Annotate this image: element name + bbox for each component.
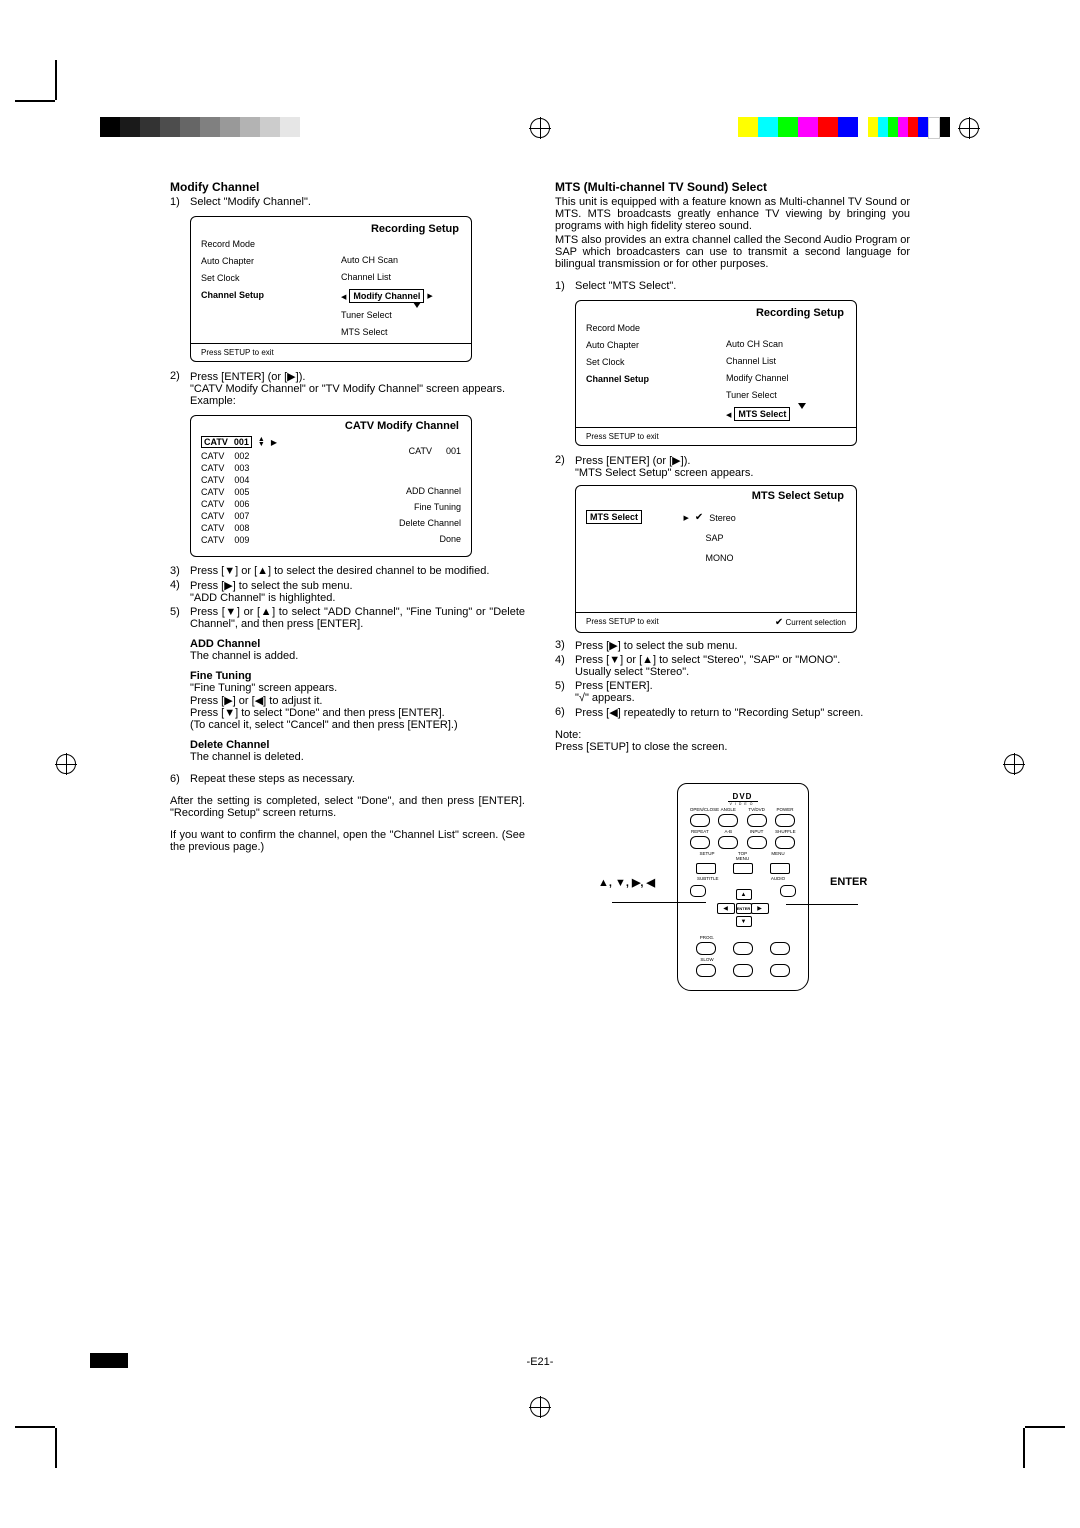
menu-title: Recording Setup (586, 307, 844, 319)
right-column: MTS (Multi-channel TV Sound) Select This… (555, 180, 910, 991)
menu-item: Auto CH Scan (341, 255, 461, 265)
left-column: Modify Channel 1)Select "Modify Channel"… (170, 180, 525, 991)
menu-item: Channel List (726, 356, 846, 366)
menu-footer: Press SETUP to exit ✔ Current selection (576, 612, 856, 632)
menu-item: Auto CH Scan (726, 339, 846, 349)
catv-row: CATV005 (201, 486, 318, 498)
step-text: Press [▼] or [▲] to select "ADD Channel"… (190, 606, 525, 630)
registration-mark (529, 117, 551, 139)
body-text: The channel is deleted. (190, 751, 525, 763)
body-text: MTS also provides an extra channel calle… (555, 234, 910, 270)
catv-row: CATV004 (201, 474, 318, 486)
registration-mark (529, 1396, 551, 1418)
body-text: Press [▶] or [◀] to adjust it. (190, 694, 525, 707)
step-text: "MTS Select Setup" screen appears. (575, 467, 753, 479)
page-number: -E21- (527, 1356, 554, 1368)
step-text: Repeat these steps as necessary. (190, 773, 355, 785)
menu-item: Fine Tuning (318, 502, 461, 512)
menu-title: MTS Select Setup (586, 490, 844, 502)
remote-control-icon: DVD VIDEO OPEN/CLOSEANGLETV/DVDPOWER REP… (677, 783, 809, 991)
note-heading: Note: (555, 729, 910, 741)
body-text: The channel is added. (190, 650, 525, 662)
catv-modify-channel-menu: CATV Modify Channel CATV001 ▲▼▶ CATV002 … (190, 415, 472, 557)
body-text: Press [▼] to select "Done" and then pres… (190, 707, 525, 719)
note-text: Press [SETUP] to close the screen. (555, 741, 910, 753)
heading-modify-channel: Modify Channel (170, 180, 525, 194)
menu-item-selected: MTS Select (586, 510, 642, 524)
sub-heading: ADD Channel (190, 638, 525, 650)
menu-option: MONO (706, 553, 847, 563)
menu-item: Channel List (341, 272, 461, 282)
recording-setup-menu: Recording Setup Record Mode Auto Chapter… (575, 300, 857, 446)
step-text: Press [◀] repeatedly to return to "Recor… (575, 706, 863, 719)
body-text: (To cancel it, select "Cancel" and then … (190, 719, 525, 731)
menu-footer: Press SETUP to exit (576, 427, 856, 445)
menu-item: Delete Channel (318, 518, 461, 528)
sub-heading: Fine Tuning (190, 670, 525, 682)
catv-row: CATV007 (201, 510, 318, 522)
step-text: Press [▼] or [▲] to select "Stereo", "SA… (575, 654, 840, 666)
grayscale-calibration-bar (100, 117, 300, 137)
menu-title: CATV Modify Channel (201, 420, 459, 432)
menu-item: MTS Select (341, 327, 461, 337)
step-text: Select "MTS Select". (575, 280, 676, 292)
step-text: Usually select "Stereo". (575, 666, 840, 678)
step-text: "CATV Modify Channel" or "TV Modify Chan… (190, 383, 505, 395)
remote-diagram: ▲, ▼, ▶, ◀ DVD VIDEO OPEN/CLOSEANGLETV/D… (555, 773, 910, 991)
menu-title: Recording Setup (201, 223, 459, 235)
step-text: "ADD Channel" is highlighted. (190, 592, 353, 604)
menu-item: Set Clock (586, 357, 706, 367)
step-text: "√" appears. (575, 692, 653, 704)
enter-key-label: ENTER (830, 876, 910, 888)
step-text: Press [ENTER]. (575, 680, 653, 692)
color-calibration-bar (738, 117, 950, 137)
menu-option: ▶✔Stereo (684, 512, 847, 523)
menu-item: Tuner Select (726, 390, 846, 400)
sub-heading: Delete Channel (190, 739, 525, 751)
catv-row: CATV006 (201, 498, 318, 510)
registration-mark (1003, 753, 1025, 775)
registration-mark (958, 117, 980, 139)
catv-row: CATV002 (201, 450, 318, 462)
menu-item: Tuner Select (341, 310, 461, 320)
menu-item: Done (318, 534, 461, 544)
mts-select-setup-menu: MTS Select Setup MTS Select ▶✔Stereo SAP… (575, 485, 857, 633)
menu-item: Record Mode (586, 323, 706, 333)
step-text: Example: (190, 395, 505, 407)
catv-row: CATV003 (201, 462, 318, 474)
menu-option: SAP (706, 533, 847, 543)
body-text: After the setting is completed, select "… (170, 795, 525, 819)
step-text: Press [ENTER] (or [▶]). (190, 370, 505, 383)
step-text: Press [▶] to select the sub menu. (575, 639, 738, 652)
menu-item: Modify Channel (726, 373, 846, 383)
menu-item-highlighted: Modify Channel▶ (341, 289, 461, 303)
registration-mark (55, 753, 77, 775)
body-text: If you want to confirm the channel, open… (170, 829, 525, 853)
heading-mts-select: MTS (Multi-channel TV Sound) Select (555, 180, 910, 194)
page-marker (90, 1353, 128, 1368)
menu-item: Set Clock (201, 273, 321, 283)
menu-item: ADD Channel (318, 486, 461, 496)
menu-item: Auto Chapter (586, 340, 706, 350)
recording-setup-menu: Recording Setup Record Mode Auto Chapter… (190, 216, 472, 362)
menu-item-highlighted: MTS Select (726, 407, 846, 421)
menu-footer: Press SETUP to exit (191, 343, 471, 361)
arrow-keys-label: ▲, ▼, ▶, ◀ (555, 876, 655, 889)
menu-item-selected: Channel Setup (201, 290, 321, 300)
manual-page: Modify Channel 1)Select "Modify Channel"… (0, 0, 1080, 1528)
menu-item-selected: Channel Setup (586, 374, 706, 384)
step-text: Press [▶] to select the sub menu. (190, 579, 353, 592)
step-text: Press [ENTER] (or [▶]). (575, 454, 753, 467)
menu-item: Auto Chapter (201, 256, 321, 266)
menu-item: Record Mode (201, 239, 321, 249)
step-text: Select "Modify Channel". (190, 196, 311, 208)
catv-row: CATV008 (201, 522, 318, 534)
step-text: Press [▼] or [▲] to select the desired c… (190, 565, 489, 577)
catv-row: CATV009 (201, 534, 318, 546)
body-text: This unit is equipped with a feature kno… (555, 196, 910, 232)
body-text: "Fine Tuning" screen appears. (190, 682, 525, 694)
catv-row-selected: CATV001 ▲▼▶ (201, 436, 318, 448)
